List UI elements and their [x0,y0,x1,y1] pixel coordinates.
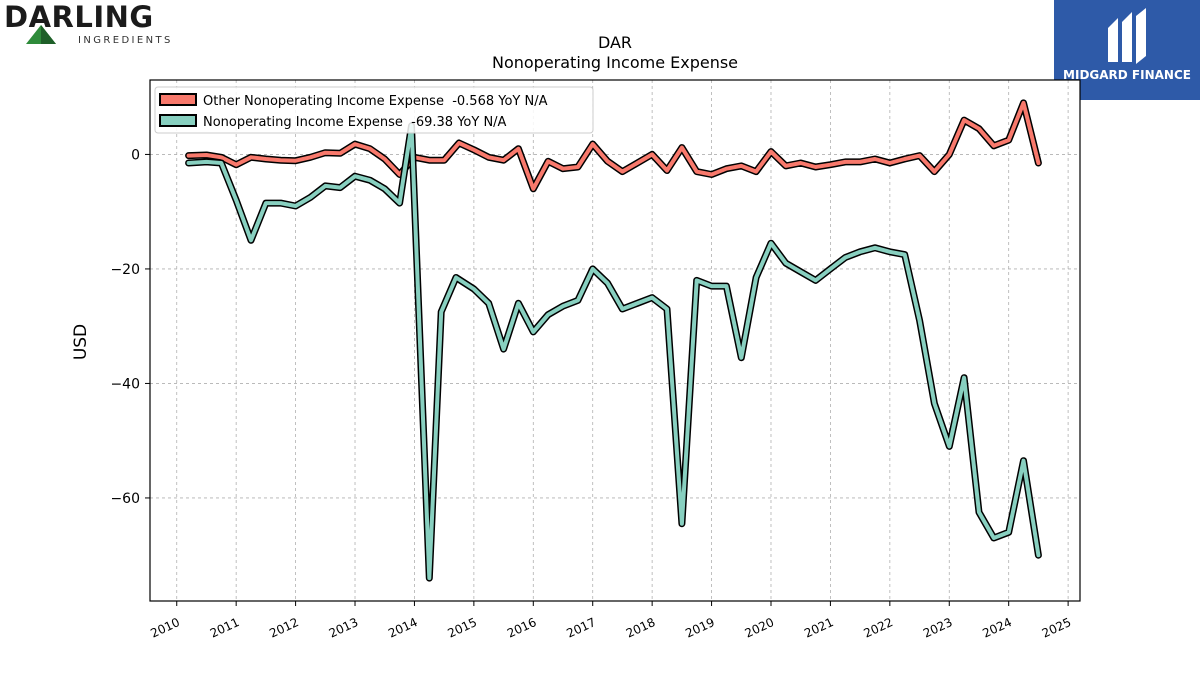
y-tick-label: −60 [110,491,140,507]
x-tick-label: 2015 [446,615,480,641]
darling-logo-text: DARLING [4,0,154,34]
x-tick-label: 2016 [505,615,539,641]
x-tick-label: 2020 [743,615,777,641]
y-tick-label: 0 [131,147,140,163]
x-tick-label: 2017 [564,615,598,641]
midgard-finance-text: MIDGARD FINANCE [1063,68,1191,82]
legend-swatch-nonop [159,114,197,127]
chart-title: DAR [598,33,632,52]
x-tick-label: 2024 [980,615,1014,641]
y-tick-label: −40 [110,376,140,392]
y-axis-label: USD [71,324,91,360]
x-tick-label: 2019 [683,615,717,641]
x-tick-label: 2025 [1040,615,1074,641]
chart-subtitle: Nonoperating Income Expense [492,53,738,72]
x-tick-label: 2011 [208,615,242,641]
legend-box [154,86,594,134]
x-tick-label: 2023 [921,615,955,641]
plot-frame [149,79,1081,602]
leaf-triangle-icon [26,25,56,44]
x-tick-label: 2014 [386,615,420,641]
legend-label-nonop: Nonoperating Income Expense -69.38 YoY N… [203,115,507,130]
x-tick-label: 2012 [267,615,301,641]
legend-swatch-other [159,93,197,106]
x-tick-label: 2021 [802,615,836,641]
y-tick-label: −20 [110,262,140,278]
x-tick-label: 2018 [624,615,658,641]
grid-lines [150,80,1080,601]
legend-label-other: Other Nonoperating Income Expense -0.568… [203,94,548,109]
other-nonoperating-series-line [186,100,1041,191]
x-tick-label: 2022 [862,615,896,641]
ingredients-logo-text: INGREDIENTS [78,35,173,46]
darling-ingredients-logo: DARLING INGREDIENTS [4,0,174,48]
x-tick-label: 2010 [148,615,182,641]
x-tick-label: 2013 [327,615,361,641]
nonoperating-series-line [186,123,1041,581]
legend: Other Nonoperating Income Expense -0.568… [154,86,594,134]
series-lines [185,99,1042,582]
midgard-emblem-icon [1108,8,1146,64]
